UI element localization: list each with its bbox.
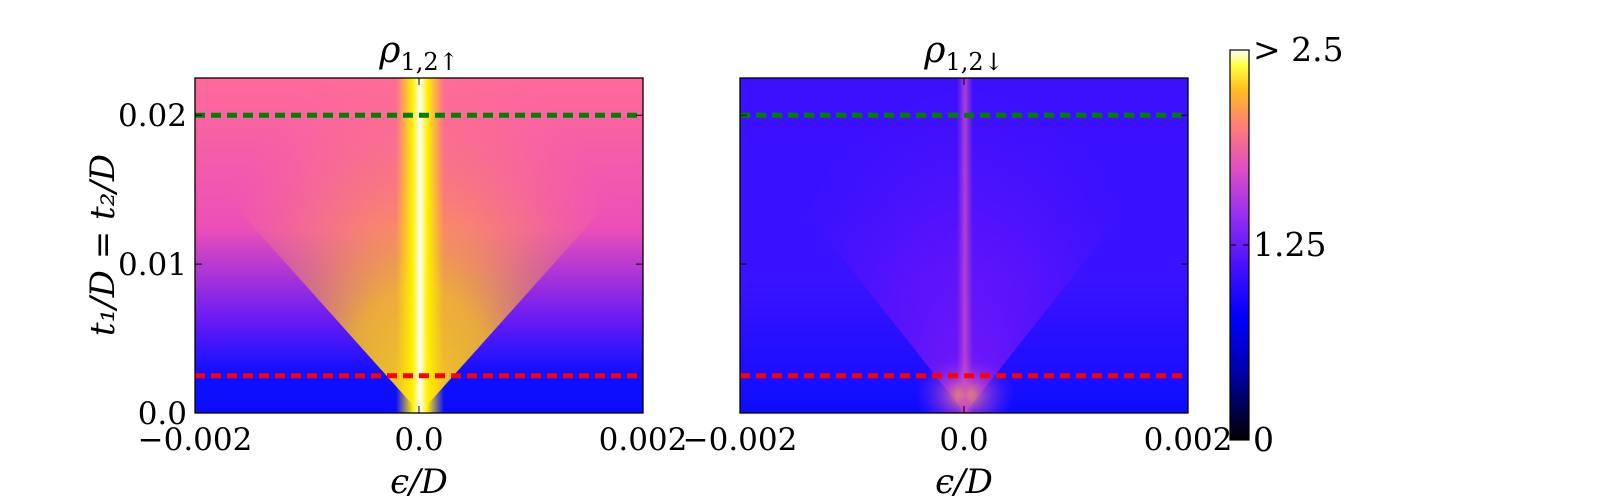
panel-title-down: ρ1,2↓: [923, 30, 1003, 76]
colorbar-tick-label: 1.25: [1253, 225, 1326, 264]
colorbar-tick-label: > 2.5: [1253, 30, 1344, 69]
x-tick-label: −0.002: [683, 422, 798, 458]
colorbar-tick-label: 0: [1253, 420, 1274, 459]
y-tick-label: 0.02: [118, 98, 187, 134]
x-axis-label: ϵ/D: [390, 462, 448, 500]
y-axis-label: t₁/D = t₂/D: [83, 154, 123, 336]
panel-down: −0.002 0.0 0.002 ϵ/D ρ1,2↓: [683, 30, 1233, 502]
x-tick-label: 0.0: [939, 422, 988, 458]
x-tick-label: 0.002: [599, 422, 688, 458]
x-axis-label: ϵ/D: [935, 462, 993, 500]
panel-title-up: ρ1,2↑: [378, 30, 458, 76]
x-tick-label: −0.002: [138, 422, 253, 458]
y-tick-label: 0.0: [138, 396, 187, 432]
colorbar: > 2.5 1.25 0: [1229, 30, 1344, 459]
x-tick-label: 0.0: [394, 422, 443, 458]
heatmap-up: [195, 78, 643, 413]
y-tick-label: 0.01: [118, 247, 187, 283]
heatmap-down: [740, 78, 1188, 413]
x-tick-label: 0.002: [1144, 422, 1233, 458]
